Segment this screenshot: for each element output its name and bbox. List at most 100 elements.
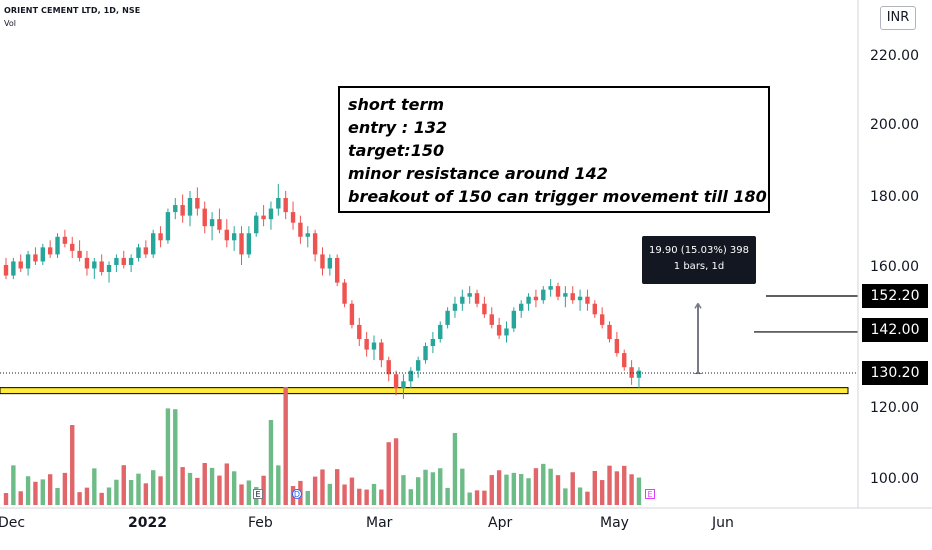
volume-bar [128,479,134,505]
candle-body [533,296,539,301]
volume-bar [92,468,97,505]
volume-bar [430,472,436,505]
note-line: target:150 [348,141,445,160]
candle-body [555,286,561,297]
volume-bar [423,469,428,505]
volume-bar [519,474,524,505]
candle-body [312,233,318,255]
support-zone-band [0,387,849,395]
candle-body [386,360,391,375]
candle-body [47,247,53,255]
volume-bar [99,492,104,505]
volume-bar [335,469,340,505]
volume-bar [33,481,38,505]
x-tick-label: Jun [712,515,734,531]
candle-body [614,339,620,354]
volume-bar [209,467,215,505]
x-tick-label: Dec [0,515,26,531]
candle-body [577,296,583,301]
earnings-marker-icon[interactable]: E [253,489,263,499]
candle-body [585,296,590,304]
candle-body [33,254,38,262]
volume-bar [364,489,369,505]
volume-bar [592,470,597,505]
y-tick-label: 180.00 [870,189,919,205]
candle-body [460,296,465,304]
candle-body [106,264,112,273]
volume-bar [511,472,517,505]
candle-body [283,198,288,213]
volume-bar [231,471,237,505]
text-note: short term entry : 132 target:150 minor … [338,86,770,213]
candle-body [349,303,355,325]
candle-body [84,257,90,269]
volume-bar [533,468,539,505]
candle-body [393,374,399,389]
y-tick-label: 100.00 [870,471,919,487]
candle-body [202,208,207,227]
price-tag-142[interactable]: 142.00 [862,318,928,342]
volume-bar [202,463,207,505]
candle-body [452,303,458,311]
candle-body [276,198,281,209]
volume-bars [3,387,642,505]
volume-bar [393,438,399,505]
volume-bar [526,478,531,505]
candle-body [474,293,480,304]
volume-bar [239,484,244,505]
candle-body [40,247,45,262]
volume-bar [357,488,362,505]
volume-bar [136,473,141,505]
volume-bar [106,487,112,505]
y-tick-label: 220.00 [870,48,919,64]
currency-button[interactable]: INR [880,6,916,30]
volume-bar [77,492,82,505]
price-tag-152[interactable]: 152.20 [862,284,928,308]
candle-body [320,254,325,269]
volume-bar [599,480,605,505]
candle-body [99,261,104,273]
price-tag-last[interactable]: 130.20 [862,361,928,385]
candle-body [423,346,428,361]
volume-bar [18,491,23,505]
candle-body [239,233,244,255]
measure-bars: 1 bars, 1d [673,261,725,272]
note-line: minor resistance around 142 [348,164,608,183]
volume-bar [548,468,553,505]
volume-bar [187,472,193,505]
candle-body [92,261,97,269]
volume-bar [636,477,642,505]
measure-head [694,303,699,309]
candle-body [371,342,377,350]
volume-bar [3,493,9,505]
volume-legend: Vol [4,19,16,28]
volume-bar [261,475,266,505]
volume-bar [460,468,465,505]
volume-bar [386,442,391,505]
candle-body [231,233,237,241]
candle-body [335,257,340,283]
volume-bar [629,474,634,505]
candle-body [121,257,126,265]
volume-bar [276,465,281,505]
volume-bar [268,420,274,505]
volume-bar [467,492,472,505]
x-tick-label: Feb [248,515,273,531]
candle-body [136,247,141,258]
volume-bar [312,476,318,505]
candle-body [3,264,9,276]
candle-body [408,370,413,382]
upcoming-earnings-marker-icon[interactable]: E [645,489,655,499]
candle-body [11,261,16,276]
dividend-marker-icon[interactable]: D [292,489,302,499]
candle-body [246,233,252,255]
volume-bar [84,487,90,505]
volume-bar [607,465,612,505]
note-line: short term [348,95,445,114]
volume-bar [555,475,561,505]
volume-bar [143,483,149,505]
volume-bar [577,487,583,505]
volume-bar [195,477,200,505]
volume-bar [504,474,509,505]
